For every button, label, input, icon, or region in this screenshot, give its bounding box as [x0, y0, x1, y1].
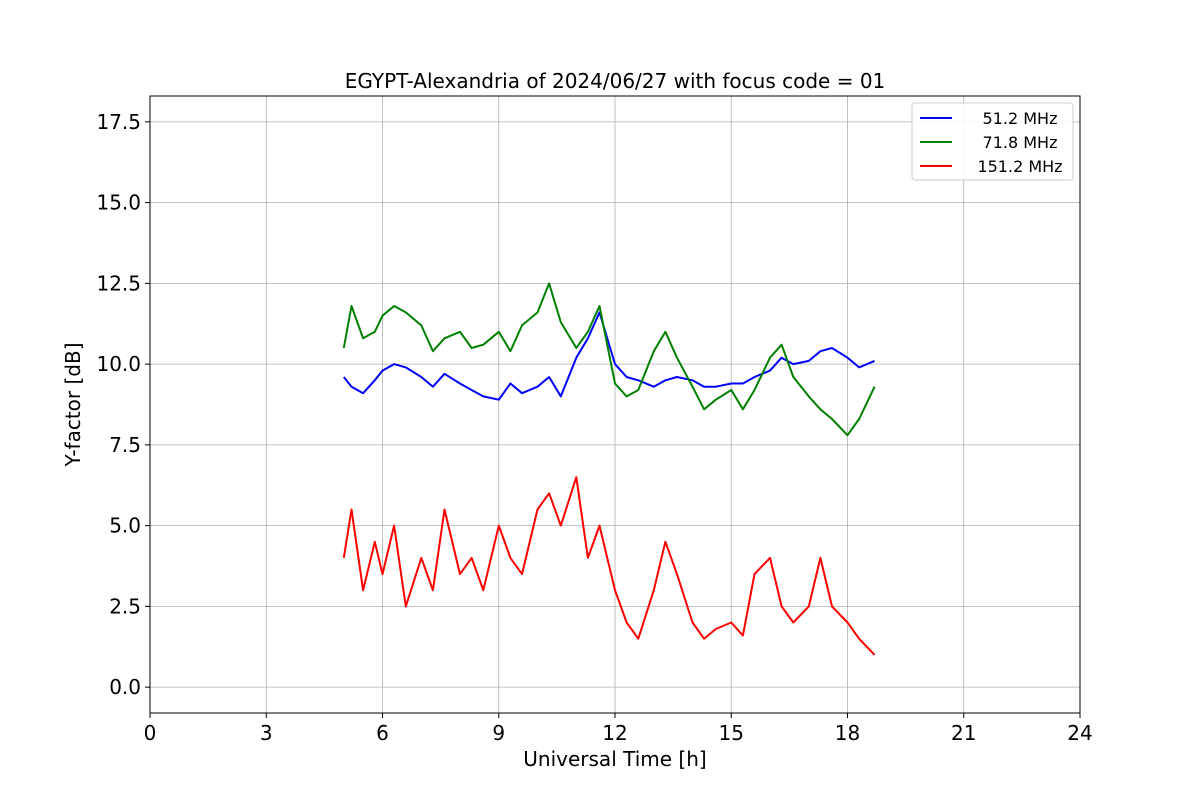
y-tick-label: 12.5: [96, 271, 141, 295]
x-tick-label: 24: [1067, 721, 1092, 745]
series-line-2: [342, 476, 876, 656]
chart-title: EGYPT-Alexandria of 2024/06/27 with focu…: [345, 69, 886, 93]
y-tick-label: 0.0: [109, 675, 141, 699]
y-tick-label: 5.0: [109, 514, 141, 538]
x-tick-label: 9: [492, 721, 505, 745]
y-axis-label: Y-factor [dB]: [61, 342, 85, 467]
y-tick-label: 17.5: [96, 110, 141, 134]
x-tick-label: 21: [951, 721, 976, 745]
y-tick-label: 7.5: [109, 433, 141, 457]
x-axis-label: Universal Time [h]: [523, 747, 706, 771]
y-tick-label: 2.5: [109, 594, 141, 618]
series-line-1: [342, 282, 876, 437]
series-layer: [342, 282, 876, 656]
legend-label: 71.8 MHz: [983, 133, 1058, 152]
y-axis: 0.0 2.5 5.0 7.5 10.0 12.5 15.0 17.5: [96, 110, 150, 699]
x-tick-label: 12: [602, 721, 627, 745]
y-tick-label: 10.0: [96, 352, 141, 376]
legend-label: 51.2 MHz: [983, 109, 1058, 128]
x-tick-label: 18: [835, 721, 860, 745]
x-tick-label: 6: [376, 721, 389, 745]
x-tick-label: 0: [144, 721, 157, 745]
x-tick-label: 3: [260, 721, 273, 745]
series-line-0: [343, 311, 875, 401]
x-tick-label: 15: [719, 721, 744, 745]
x-axis: 0 3 6 9 12 15 18 21 24: [144, 713, 1093, 745]
legend-label: 151.2 MHz: [977, 157, 1062, 176]
legend: 51.2 MHz 71.8 MHz 151.2 MHz: [911, 102, 1074, 181]
legend-box: [911, 102, 1074, 181]
y-tick-label: 15.0: [96, 191, 141, 215]
